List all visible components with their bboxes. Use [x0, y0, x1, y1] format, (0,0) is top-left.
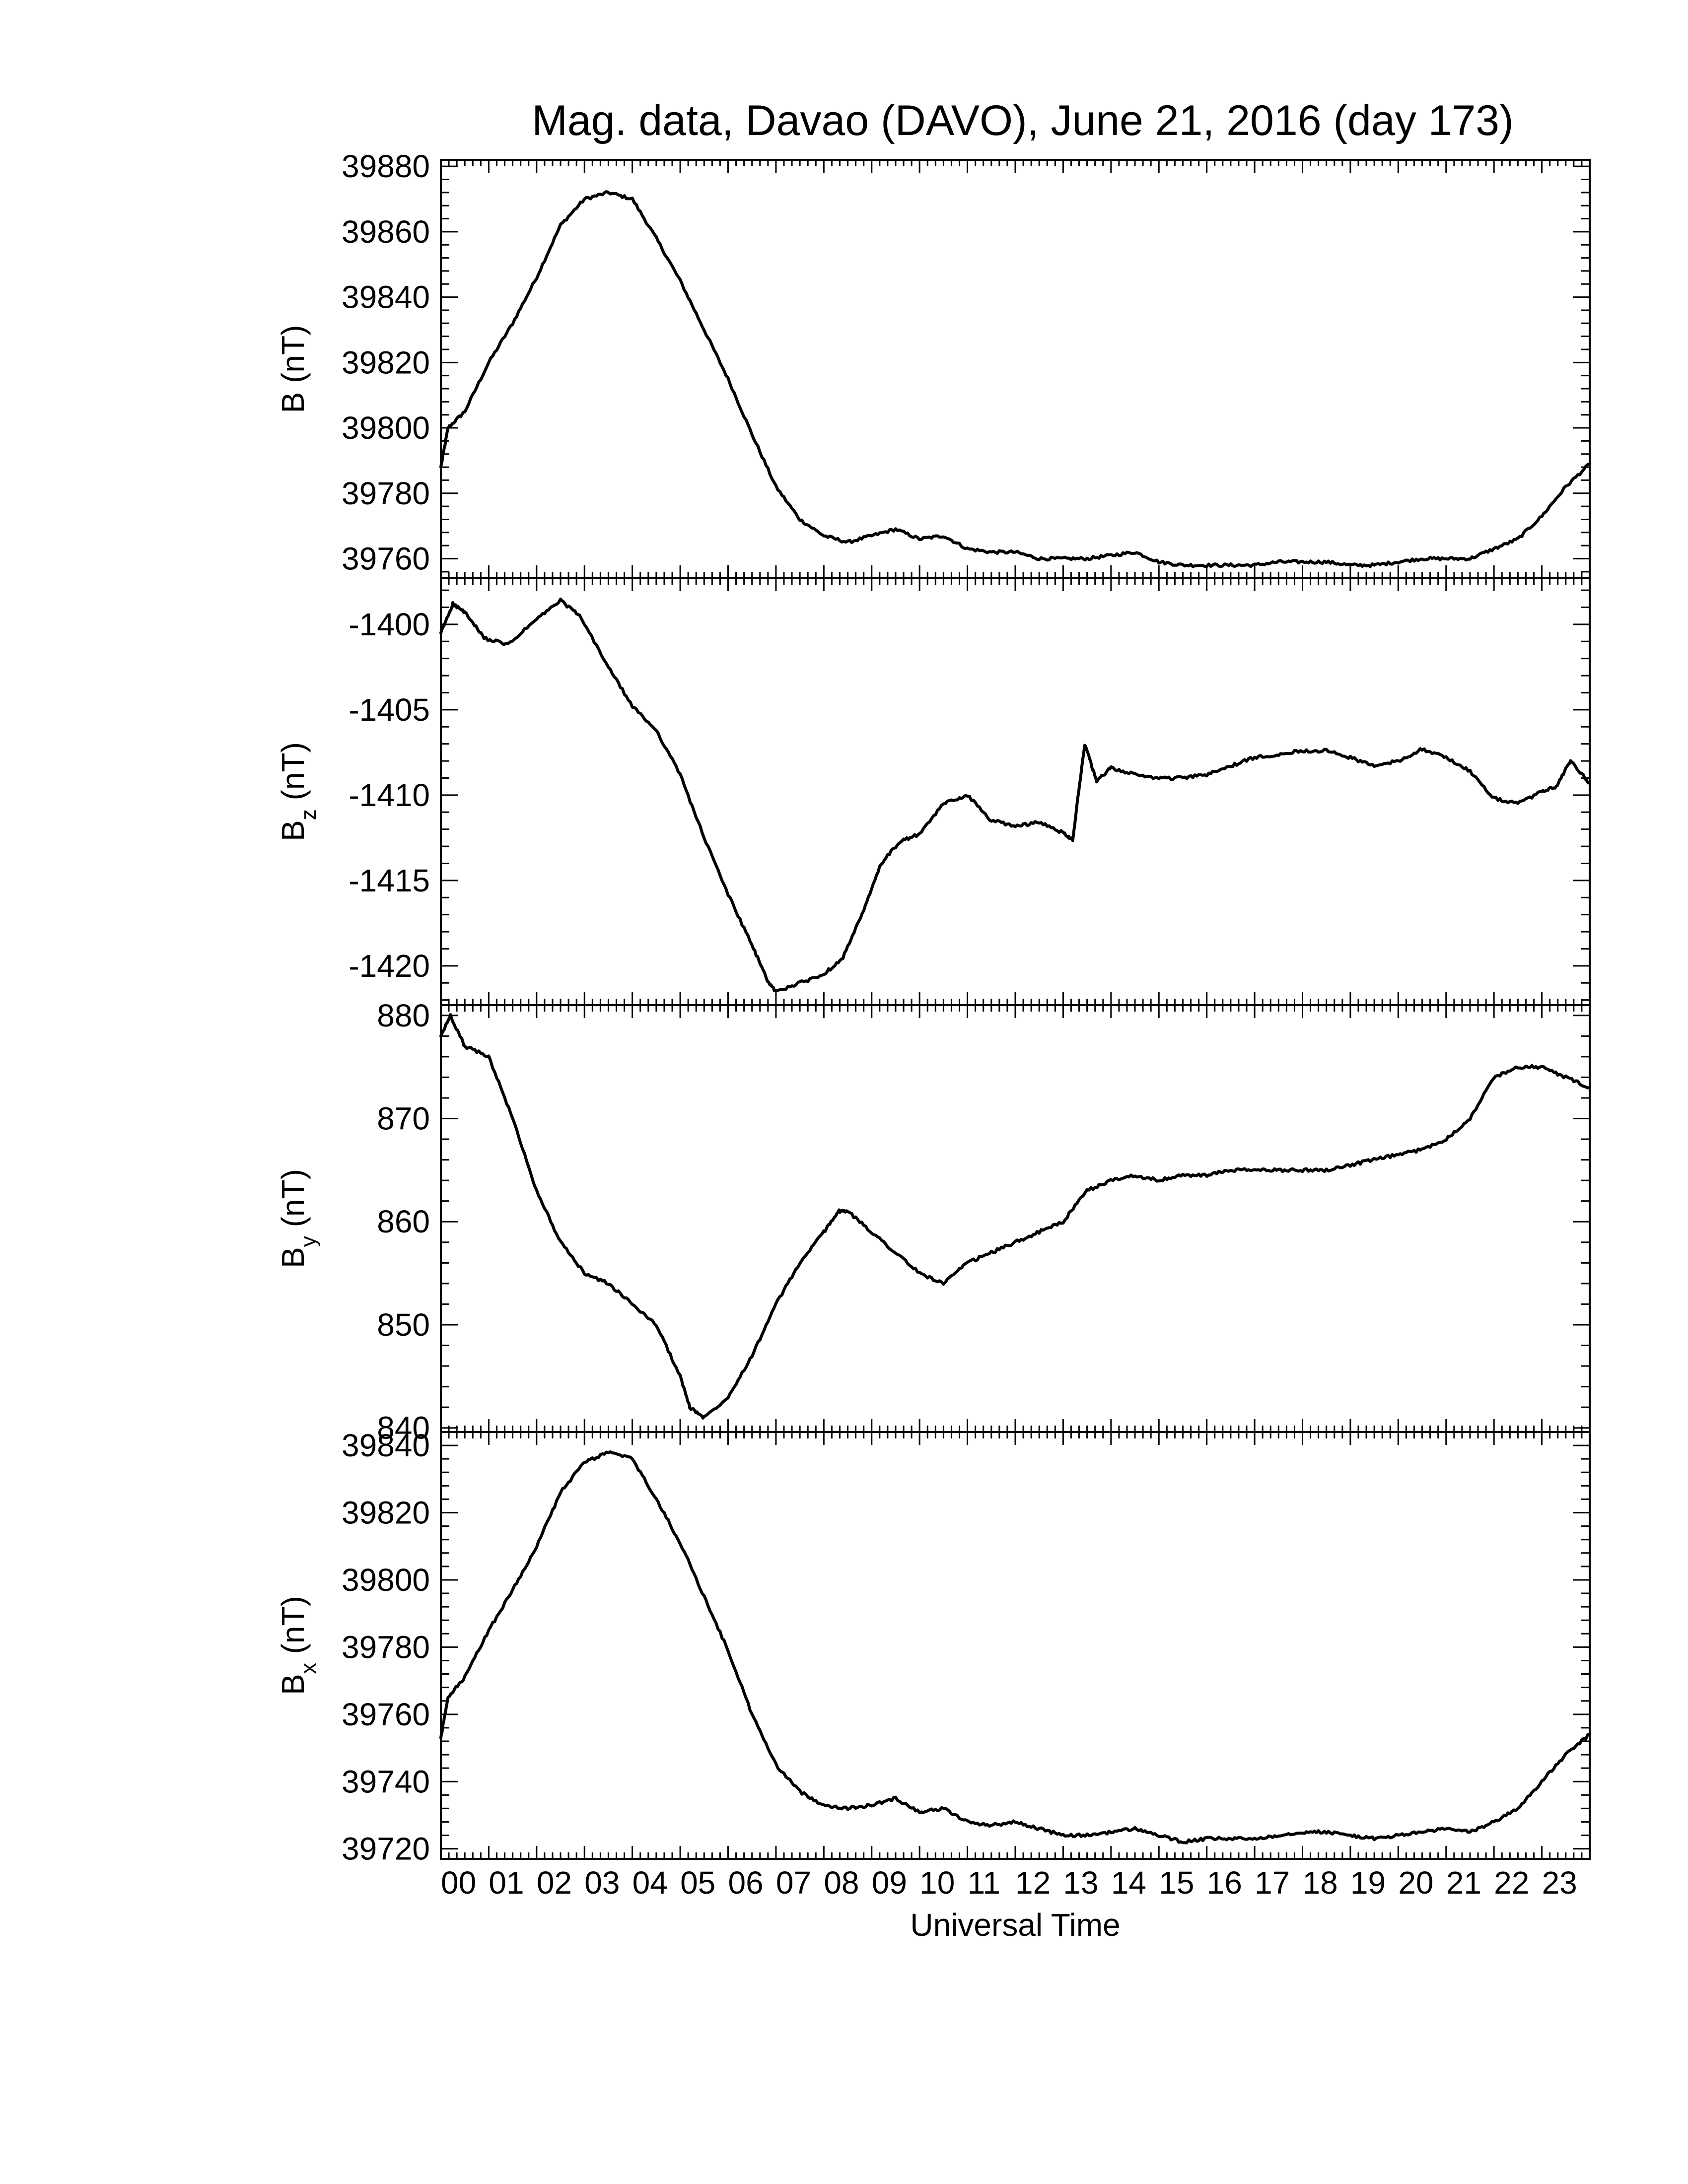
- y-tick-label: 860: [377, 1204, 430, 1239]
- panel-frame: [440, 577, 1591, 1006]
- x-tick-label: 23: [1542, 1865, 1577, 1901]
- x-tick-label: 19: [1350, 1865, 1386, 1901]
- x-tick-label: 11: [968, 1865, 1000, 1901]
- y-tick-label: 39820: [342, 1495, 430, 1531]
- x-tick-label: 09: [872, 1865, 907, 1901]
- chart-title: Mag. data, Davao (DAVO), June 21, 2016 (…: [532, 97, 1514, 144]
- y-axis-label-main: B: [275, 392, 311, 413]
- x-tick-label: 06: [728, 1865, 764, 1901]
- x-tick-label: 15: [1159, 1865, 1194, 1901]
- x-tick-label: 07: [776, 1865, 811, 1901]
- y-axis-label-unit: (nT): [275, 742, 311, 809]
- x-tick-label: 17: [1255, 1865, 1290, 1901]
- y-tick-label: 39720: [342, 1831, 430, 1867]
- y-tick-label: -1405: [349, 692, 430, 728]
- x-tick-label: 01: [489, 1865, 524, 1901]
- panel-frame: [440, 1431, 1591, 1860]
- y-tick-label: 39800: [342, 1562, 430, 1598]
- y-tick-label: 39760: [342, 1697, 430, 1732]
- x-tick-label: 21: [1446, 1865, 1481, 1901]
- data-series-line: [439, 190, 1591, 568]
- x-tick-label: 02: [537, 1865, 572, 1901]
- x-tick-label: 16: [1207, 1865, 1242, 1901]
- x-tick-label: 10: [919, 1865, 955, 1901]
- data-series-line: [439, 1450, 1591, 1844]
- y-axis-label-unit: (nT): [275, 1169, 311, 1236]
- y-tick-label: 39880: [342, 148, 430, 184]
- y-axis-label-main: B: [275, 1247, 311, 1268]
- y-tick-label: 39760: [342, 541, 430, 576]
- x-tick-label: 13: [1063, 1865, 1098, 1901]
- y-tick-label: 850: [377, 1307, 430, 1343]
- y-tick-label: 39840: [342, 279, 430, 315]
- x-axis-title: Universal Time: [910, 1907, 1120, 1943]
- y-tick-label: 39860: [342, 214, 430, 250]
- y-tick-label: 870: [377, 1101, 430, 1137]
- panel-3: 840 850 860 870 880 By (nT): [275, 998, 1591, 1446]
- y-tick-label: -1415: [349, 863, 430, 898]
- y-axis-label: Bx (nT): [275, 1596, 321, 1695]
- panel-frame: [440, 1004, 1591, 1433]
- x-tick-label: 05: [680, 1865, 715, 1901]
- data-series-line: [439, 1013, 1591, 1420]
- y-axis-label-subscript: y: [296, 1236, 321, 1247]
- y-axis-label-main: B: [275, 820, 311, 841]
- x-tick-label: 08: [824, 1865, 859, 1901]
- data-series-line: [439, 597, 1591, 992]
- y-axis-label-unit: (nT): [275, 1596, 311, 1663]
- x-tick-label: 00: [441, 1865, 476, 1901]
- x-tick-label: 20: [1398, 1865, 1433, 1901]
- y-axis-label-unit: (nT): [275, 325, 311, 392]
- x-tick-label: 14: [1111, 1865, 1146, 1901]
- y-tick-label: 39780: [342, 476, 430, 511]
- y-axis-label: B (nT): [275, 325, 311, 413]
- y-tick-label: 39740: [342, 1764, 430, 1799]
- y-tick-label: 39800: [342, 410, 430, 446]
- x-axis-labels: 00 01 02 03 04 05 06 07 08 09 10 11 12 13 14 15 16 17 18 19…: [441, 1865, 1577, 1901]
- y-tick-label: -1420: [349, 948, 430, 984]
- y-tick-label: 880: [377, 998, 430, 1033]
- y-tick-label: 39820: [342, 344, 430, 380]
- panel-1: 39760 39780 39800 39820 39840 39860 39880 B (nT…: [275, 148, 1591, 579]
- y-tick-label: -1400: [349, 607, 430, 642]
- x-tick-label: 03: [584, 1865, 620, 1901]
- panels-layer: 39760 39780 39800 39820 39840 39860 39880 B (nT…: [275, 148, 1591, 1867]
- y-tick-label: -1410: [349, 777, 430, 813]
- y-axis-label: Bz (nT): [275, 742, 321, 841]
- y-tick-label: 840: [377, 1410, 430, 1446]
- y-axis-label-subscript: x: [296, 1663, 321, 1674]
- x-tick-label: 04: [633, 1865, 668, 1901]
- panel-4: 39720 39740 39760 39780 39800 39820 39840 Bx (n…: [275, 1428, 1591, 1867]
- x-tick-label: 18: [1303, 1865, 1338, 1901]
- y-tick-label: 39780: [342, 1629, 430, 1665]
- y-tick-label: 39840: [342, 1428, 430, 1463]
- y-axis-label-main: B: [275, 1674, 311, 1695]
- y-axis-label-subscript: z: [296, 809, 321, 820]
- x-tick-label: 22: [1494, 1865, 1529, 1901]
- panel-frame: [440, 159, 1591, 579]
- y-axis-label: By (nT): [275, 1169, 321, 1268]
- panel-2: -1420 -1415 -1410 -1405 -1400 Bz (nT): [275, 577, 1591, 1006]
- x-tick-label: 12: [1015, 1865, 1051, 1901]
